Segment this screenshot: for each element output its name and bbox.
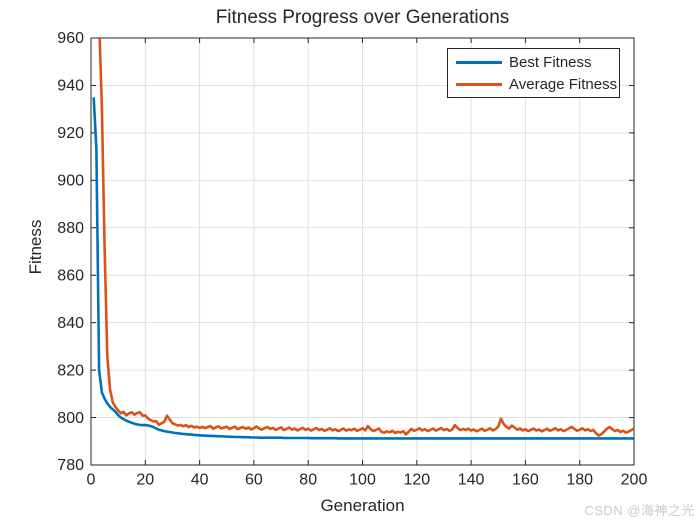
x-tick-label: 40	[191, 471, 209, 488]
legend-label-best-fitness: Best Fitness	[509, 53, 592, 71]
y-tick-label: 780	[57, 457, 84, 474]
legend-item-best-fitness: Best Fitness	[448, 52, 619, 73]
y-tick-label: 940	[57, 78, 84, 95]
x-tick-label: 180	[566, 471, 593, 488]
legend: Best Fitness Average Fitness	[447, 48, 620, 98]
x-tick-label: 80	[299, 471, 317, 488]
y-tick-label: 860	[57, 267, 84, 284]
x-tick-label: 120	[403, 471, 430, 488]
average-fitness-line	[98, 38, 635, 437]
best-fitness-line-sample	[456, 60, 502, 64]
x-tick-label: 100	[349, 471, 376, 488]
average-fitness-line-sample	[456, 82, 502, 86]
watermark: CSDN @海神之光	[584, 503, 695, 518]
x-tick-label: 20	[136, 471, 154, 488]
y-tick-label: 880	[57, 220, 84, 237]
y-axis-label: Fitness	[26, 219, 45, 275]
legend-item-average-fitness: Average Fitness	[448, 74, 619, 95]
y-tick-label: 920	[57, 125, 84, 142]
x-tick-label: 160	[512, 471, 539, 488]
x-tick-label: 0	[87, 471, 96, 488]
chart-title: Fitness Progress over Generations	[215, 7, 510, 28]
x-tick-label: 60	[245, 471, 263, 488]
x-tick-label: 200	[621, 471, 648, 488]
legend-label-average-fitness: Average Fitness	[509, 75, 618, 93]
x-tick-label: 140	[458, 471, 485, 488]
y-tick-label: 840	[57, 315, 84, 332]
best-fitness-line	[92, 97, 634, 440]
y-tick-label: 960	[57, 30, 84, 47]
y-tick-label: 820	[57, 362, 84, 379]
y-tick-label: 800	[57, 410, 84, 427]
x-axis-label: Generation	[320, 496, 405, 515]
y-tick-label: 900	[57, 173, 84, 190]
